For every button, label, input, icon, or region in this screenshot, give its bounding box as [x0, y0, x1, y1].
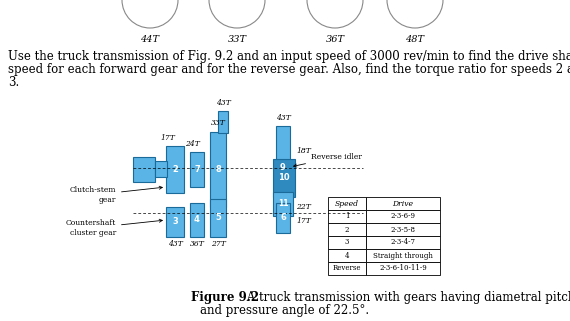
Bar	[366, 197, 440, 210]
Text: 5: 5	[215, 213, 221, 222]
Bar	[276, 126, 290, 208]
Bar	[366, 236, 440, 249]
Text: 9: 9	[280, 162, 286, 171]
Text: 2-3-6-10-11-9: 2-3-6-10-11-9	[379, 265, 427, 273]
Bar	[166, 146, 184, 193]
Text: 1: 1	[345, 213, 349, 221]
Text: Reverse: Reverse	[333, 265, 361, 273]
Text: Figure 9.2: Figure 9.2	[191, 291, 259, 304]
Text: 27T: 27T	[210, 240, 226, 248]
Text: 4: 4	[345, 251, 349, 259]
Text: 11: 11	[278, 199, 288, 209]
Text: 22T: 22T	[296, 203, 311, 211]
Bar	[276, 203, 290, 233]
Text: 2-3-5-8: 2-3-5-8	[390, 225, 416, 233]
Text: Countershaft
cluster gear: Countershaft cluster gear	[66, 219, 162, 237]
Text: Use the truck transmission of Fig. 9.2 and an input speed of 3000 rev/min to fin: Use the truck transmission of Fig. 9.2 a…	[8, 50, 570, 63]
Text: 18T: 18T	[296, 147, 311, 155]
Bar	[210, 199, 226, 237]
Bar	[328, 210, 366, 223]
Text: 44T: 44T	[140, 35, 160, 44]
Text: 8: 8	[215, 166, 221, 175]
Text: 36T: 36T	[325, 35, 344, 44]
Text: 6: 6	[280, 213, 286, 222]
Bar	[366, 223, 440, 236]
Text: Clutch-stem
gear: Clutch-stem gear	[70, 186, 162, 204]
Text: 36T: 36T	[190, 240, 205, 248]
Text: Reverse idler: Reverse idler	[294, 153, 362, 167]
Text: 3.: 3.	[8, 76, 19, 89]
Bar	[190, 203, 204, 237]
Text: 17T: 17T	[161, 134, 176, 142]
Text: 10: 10	[278, 173, 290, 183]
Text: 43T: 43T	[275, 114, 291, 122]
Text: 2: 2	[345, 225, 349, 233]
Bar	[218, 111, 228, 133]
Text: 43T: 43T	[215, 99, 230, 107]
Text: 33T: 33T	[210, 119, 226, 127]
Bar	[328, 249, 366, 262]
Text: Straight through: Straight through	[373, 251, 433, 259]
Text: 3: 3	[345, 239, 349, 247]
Bar	[155, 161, 167, 177]
Bar	[328, 236, 366, 249]
Bar	[366, 210, 440, 223]
Bar	[210, 132, 226, 207]
Bar	[133, 157, 155, 182]
Text: 7: 7	[194, 166, 200, 175]
Bar	[328, 197, 366, 210]
Text: 24T: 24T	[185, 140, 200, 148]
Text: and pressure angle of 22.5°.: and pressure angle of 22.5°.	[201, 304, 369, 317]
Text: 2-3-6-9: 2-3-6-9	[390, 213, 416, 221]
Text: 33T: 33T	[227, 35, 246, 44]
Text: 2: 2	[172, 164, 178, 173]
Text: 17T: 17T	[296, 217, 311, 225]
Text: Speed: Speed	[335, 199, 359, 207]
Bar	[273, 159, 295, 197]
Text: Drive: Drive	[393, 199, 413, 207]
Bar	[190, 152, 204, 187]
Bar	[366, 249, 440, 262]
Text: 3: 3	[172, 218, 178, 227]
Text: speed for each forward gear and for the reverse gear. Also, find the torque rati: speed for each forward gear and for the …	[8, 63, 570, 76]
Text: A truck transmission with gears having diametral pitch of 7 teeth/in.: A truck transmission with gears having d…	[243, 291, 570, 304]
Text: 4: 4	[194, 215, 200, 224]
Text: 48T: 48T	[405, 35, 425, 44]
Bar	[273, 192, 293, 216]
Bar	[166, 207, 184, 237]
Bar	[366, 262, 440, 275]
Bar	[328, 262, 366, 275]
Bar	[328, 223, 366, 236]
Text: 2-3-4-7: 2-3-4-7	[390, 239, 416, 247]
Text: 43T: 43T	[168, 240, 182, 248]
